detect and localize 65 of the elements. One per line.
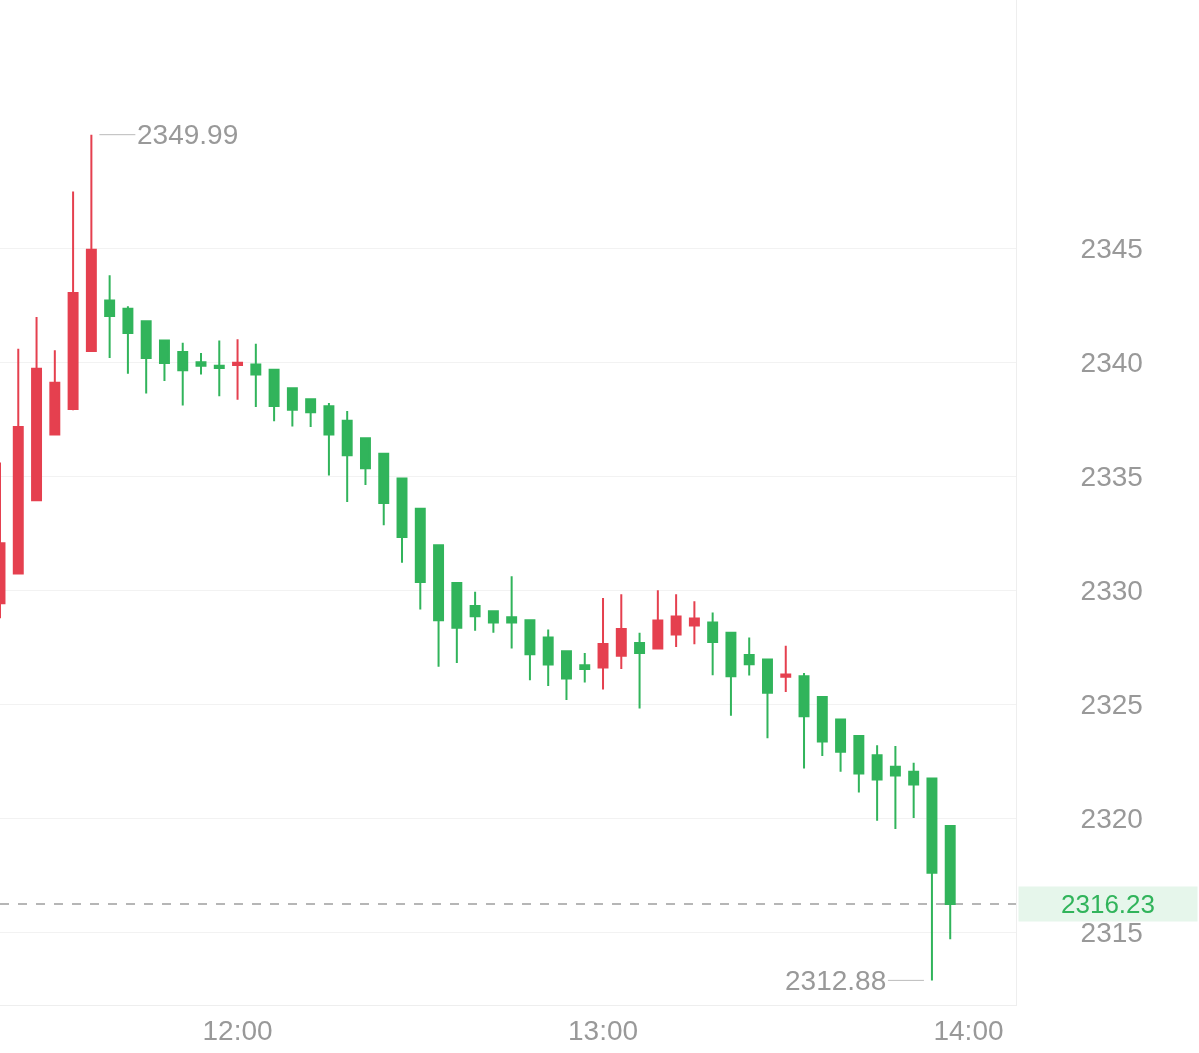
candlestick <box>433 544 445 668</box>
candlestick <box>743 636 755 677</box>
candlestick <box>451 581 463 664</box>
candlestick <box>780 644 792 694</box>
annotation: 2312.88 <box>785 965 887 996</box>
y-tick-label: 2340 <box>1080 347 1143 379</box>
candlestick <box>506 575 518 650</box>
candlestick <box>104 274 116 360</box>
candlestick <box>762 658 773 740</box>
candlestick <box>652 589 664 651</box>
candlestick <box>487 610 499 634</box>
candlestick <box>85 133 97 354</box>
candlestick <box>816 695 828 757</box>
candlestick <box>524 619 536 682</box>
candlestick <box>414 507 426 611</box>
candlestick <box>122 305 134 375</box>
candlestick <box>688 600 700 646</box>
candlestick <box>469 590 481 632</box>
y-tick-label: 2335 <box>1080 461 1143 493</box>
y-tick-label: 2320 <box>1080 802 1143 834</box>
candlestick <box>707 611 719 677</box>
y-tick-label: 2325 <box>1080 688 1143 720</box>
x-tick-label: 14:00 <box>933 1014 1004 1046</box>
y-tick-label: 2345 <box>1080 233 1143 265</box>
candlestick <box>67 190 79 412</box>
candlestick <box>670 593 682 648</box>
candlestick <box>615 593 627 671</box>
x-tick-label: 12:00 <box>202 1014 273 1046</box>
candlestick <box>286 387 298 428</box>
candlestick <box>853 735 865 794</box>
candlestick <box>195 352 207 376</box>
candlestick <box>579 651 591 684</box>
candlestick <box>542 628 554 687</box>
x-tick-label: 13:00 <box>567 1014 639 1046</box>
candlestick <box>268 368 280 423</box>
candlestick <box>908 761 920 819</box>
candlestick <box>12 347 24 576</box>
candlestick <box>140 320 152 395</box>
candlestick <box>359 437 371 486</box>
candlestick <box>725 631 737 717</box>
y-tick-label: 2315 <box>1080 916 1143 948</box>
y-tick-label: 2330 <box>1080 575 1143 607</box>
candlestick <box>177 341 189 407</box>
candlestick <box>31 316 43 503</box>
candlestick <box>835 718 847 773</box>
candlestick <box>396 477 408 564</box>
candlestick <box>250 342 262 409</box>
candlestick <box>305 398 317 429</box>
candlestick <box>232 338 244 401</box>
candlestick <box>926 777 938 982</box>
candlestick <box>49 349 61 437</box>
candlestick <box>341 410 353 504</box>
candlestick <box>158 339 170 383</box>
candlestick <box>889 744 901 831</box>
candlestick <box>561 650 572 702</box>
candlestick <box>944 825 956 941</box>
candlestick <box>323 401 335 477</box>
candlestick <box>871 744 883 822</box>
candlestick <box>634 631 646 710</box>
annotation: 2349.99 <box>137 119 239 150</box>
candlestick <box>378 452 390 527</box>
candlestick <box>798 671 810 770</box>
candlestick <box>213 339 225 398</box>
ref-line-label: 2316.23 <box>1061 889 1155 919</box>
candlestick <box>597 596 609 691</box>
